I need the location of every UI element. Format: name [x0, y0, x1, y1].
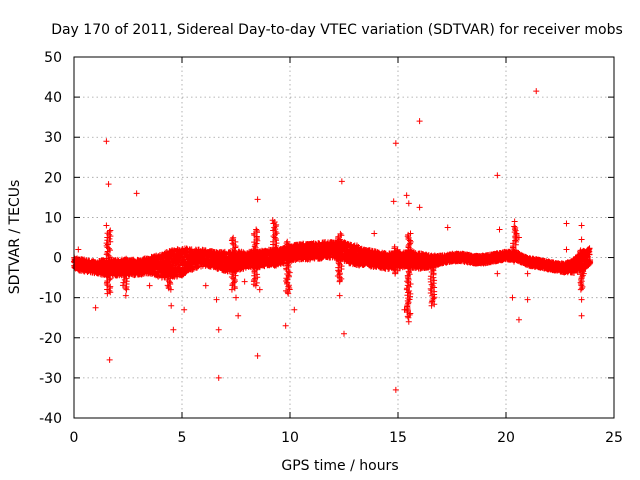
chart-title: Day 170 of 2011, Sidereal Day-to-day VTE… [51, 22, 623, 38]
axis-ticks: 0 5 10 15 20 25 -40 -30 -20 -10 0 10 20 30 40 50 [39, 50, 623, 446]
y-tick-label: -10 [39, 291, 62, 307]
x-tick-label: 0 [70, 430, 79, 446]
x-tick-label: 15 [389, 430, 407, 446]
y-tick-label: -30 [39, 371, 62, 387]
grid-lines [74, 57, 614, 418]
data-points [71, 88, 594, 393]
y-tick-label: 50 [44, 50, 62, 66]
y-tick-label: 20 [44, 170, 62, 186]
x-tick-label: 25 [605, 430, 623, 446]
y-tick-label: -20 [39, 331, 62, 347]
y-tick-label: 40 [44, 90, 62, 106]
x-tick-label: 5 [178, 430, 187, 446]
y-tick-label: 10 [44, 210, 62, 226]
y-tick-label: -40 [39, 411, 62, 427]
x-tick-label: 20 [497, 430, 515, 446]
y-tick-label: 30 [44, 130, 62, 146]
x-tick-label: 10 [281, 430, 299, 446]
y-tick-label: 0 [53, 251, 62, 267]
